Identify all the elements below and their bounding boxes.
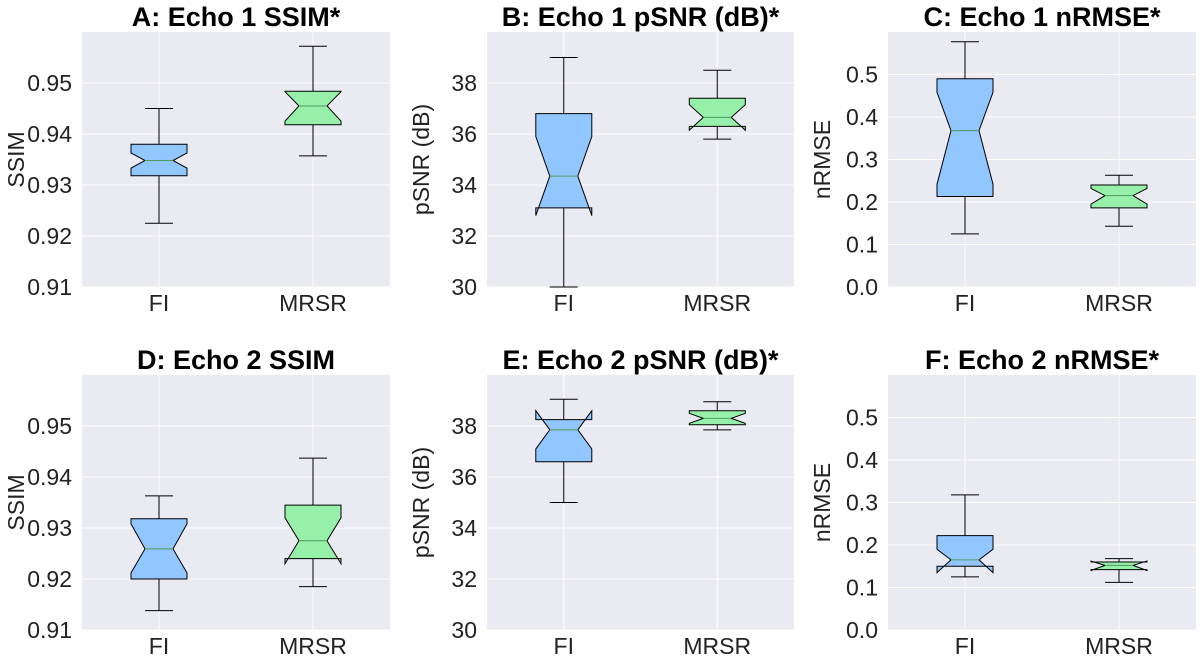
y-tick-label: 32 [451, 566, 477, 592]
y-axis-label: SSIM [3, 474, 29, 530]
y-tick-label: 0.93 [27, 515, 72, 541]
x-tick-label: MRSR [683, 633, 751, 659]
y-tick-label: 0.3 [846, 490, 878, 516]
notched-box [688, 410, 746, 426]
panel-title: A: Echo 1 SSIM* [132, 2, 341, 32]
y-axis-label: nRMSE [809, 463, 835, 542]
y-tick-label: 0.94 [27, 464, 72, 490]
notched-box [130, 143, 188, 177]
panel-title: F: Echo 2 nRMSE* [925, 345, 1160, 375]
y-tick-label: 34 [451, 172, 477, 198]
y-axis-label: pSNR (dB) [408, 104, 434, 215]
notched-box [535, 409, 593, 463]
panel-title: D: Echo 2 SSIM [137, 345, 335, 375]
x-tick-label: MRSR [683, 290, 751, 316]
y-tick-label: 0.4 [846, 104, 878, 130]
box-fi [535, 57, 593, 288]
box-fi [936, 494, 994, 578]
box-mrsr [284, 45, 342, 157]
y-tick-label: 0.0 [846, 274, 878, 300]
y-tick-label: 0.93 [27, 172, 72, 198]
x-tick-label: MRSR [279, 633, 347, 659]
notched-box [688, 97, 746, 132]
y-tick-label: 36 [451, 121, 477, 147]
notched-box [936, 78, 994, 197]
box-mrsr [284, 457, 342, 588]
y-tick-label: 34 [451, 515, 477, 541]
x-tick-label: FI [554, 290, 574, 316]
y-tick-label: 30 [451, 617, 477, 643]
panel-5: 30 32 34 36 38 FI MRSR E: Echo 2 pSNR (dB)* pSNR… [408, 345, 794, 659]
y-tick-label: 0.3 [846, 147, 878, 173]
notched-box [284, 90, 342, 126]
y-tick-label: 38 [451, 413, 477, 439]
x-tick-label: FI [149, 290, 169, 316]
y-tick-label: 36 [451, 464, 477, 490]
y-axis-label: pSNR (dB) [408, 447, 434, 558]
plot-background [82, 32, 390, 287]
panel-4: 0.91 0.92 0.93 0.94 0.95 FI MRSR D: Echo 2 SSIM… [3, 345, 390, 659]
x-tick-label: FI [955, 633, 975, 659]
y-tick-label: 0.92 [27, 223, 72, 249]
panel-6: 0.0 0.1 0.2 0.3 0.4 0.5 FI MRSR F: Echo 2 nRMSE*… [809, 345, 1196, 659]
y-tick-label: 32 [451, 223, 477, 249]
y-tick-label: 0.91 [27, 617, 72, 643]
box-mrsr [688, 69, 746, 140]
plot-background [487, 32, 794, 287]
y-tick-label: 0.0 [846, 617, 878, 643]
x-tick-label: MRSR [1085, 290, 1153, 316]
y-tick-label: 38 [451, 70, 477, 96]
y-tick-label: 0.2 [846, 532, 878, 558]
x-tick-label: FI [554, 633, 574, 659]
y-tick-label: 0.91 [27, 274, 72, 300]
y-tick-label: 0.95 [27, 413, 72, 439]
x-tick-label: FI [149, 633, 169, 659]
plot-background [82, 375, 390, 630]
y-tick-label: 30 [451, 274, 477, 300]
y-tick-label: 0.4 [846, 447, 878, 473]
x-tick-label: MRSR [279, 290, 347, 316]
y-tick-label: 0.2 [846, 189, 878, 215]
y-tick-label: 0.5 [846, 62, 878, 88]
panel-1: 0.91 0.92 0.93 0.94 0.95 FI MRSR A: Echo 1 SSIM… [3, 2, 390, 316]
y-axis-label: nRMSE [809, 120, 835, 199]
y-axis-label: SSIM [3, 131, 29, 187]
y-tick-label: 0.92 [27, 566, 72, 592]
panel-title: E: Echo 2 pSNR (dB)* [502, 345, 779, 375]
box-mrsr [1090, 174, 1148, 227]
box-fi [535, 398, 593, 503]
box-mrsr [1090, 558, 1148, 583]
panel-title: B: Echo 1 pSNR (dB)* [502, 2, 780, 32]
notched-box [1090, 184, 1148, 209]
panel-title: C: Echo 1 nRMSE* [923, 2, 1161, 32]
y-tick-label: 0.5 [846, 405, 878, 431]
y-tick-label: 0.95 [27, 70, 72, 96]
y-tick-label: 0.94 [27, 121, 72, 147]
box-mrsr [688, 401, 746, 431]
panel-3: 0.0 0.1 0.2 0.3 0.4 0.5 FI MRSR C: Echo 1 nRMSE*… [809, 2, 1196, 316]
plot-background [487, 375, 794, 630]
notched-box [936, 535, 994, 574]
box-fi [936, 41, 994, 235]
y-tick-label: 0.1 [846, 575, 878, 601]
notched-box [284, 504, 342, 566]
box-fi [130, 108, 188, 224]
box-fi [130, 495, 188, 612]
notched-box [535, 113, 593, 216]
y-tick-label: 0.1 [846, 232, 878, 258]
panel-2: 30 32 34 36 38 FI MRSR B: Echo 1 pSNR (dB)* pSNR… [408, 2, 794, 316]
x-tick-label: FI [955, 290, 975, 316]
x-tick-label: MRSR [1085, 633, 1153, 659]
